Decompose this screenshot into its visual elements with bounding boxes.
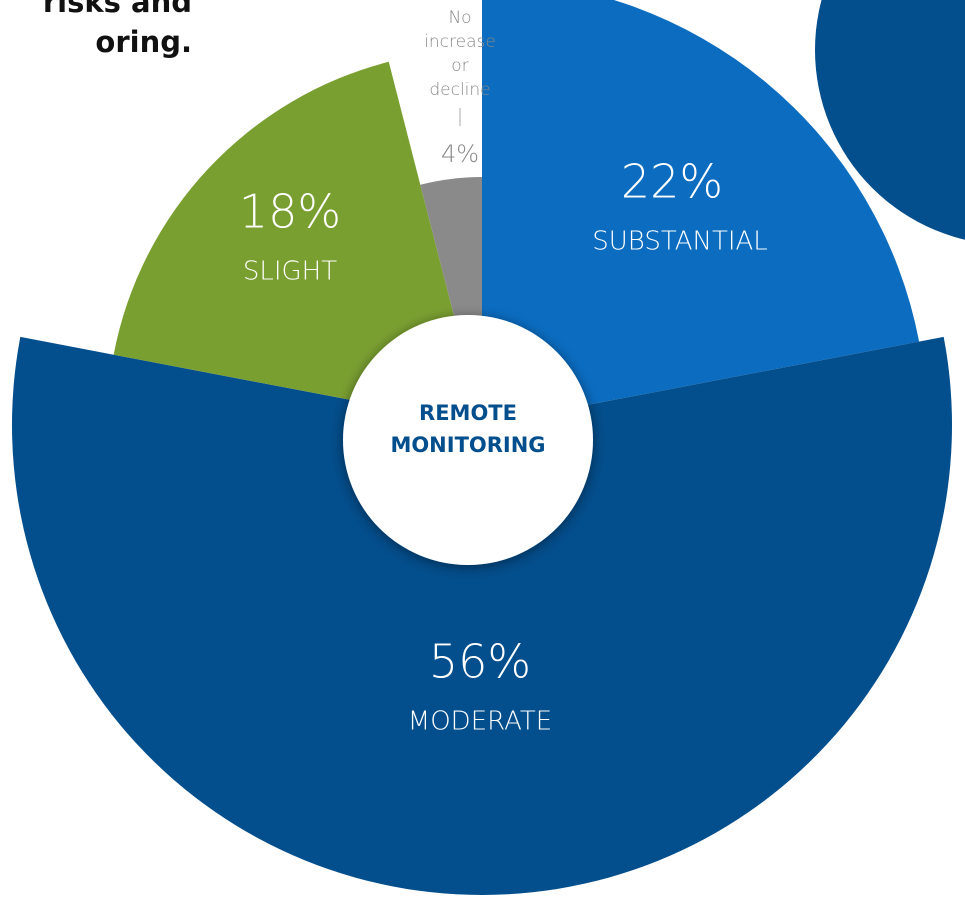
category-label: SLIGHT: [243, 257, 337, 287]
value-label: 4%: [441, 140, 479, 168]
center-circle: [343, 315, 593, 565]
pie: [11, 0, 952, 896]
value-label: 18%: [239, 185, 341, 239]
wedge: [482, 0, 920, 425]
wedge: [113, 61, 483, 426]
decor-circle: [815, 0, 965, 240]
value-label: 22%: [621, 155, 723, 209]
category-label: No increase or decline: [424, 8, 496, 100]
wedge: [11, 336, 952, 896]
labels: 22% SUBSTANTIAL 56% MODERATE 18% SLIGHT 4% No in…: [239, 8, 768, 737]
title-fragment: risks and: [43, 0, 192, 19]
value-label: 56%: [429, 635, 531, 689]
category-label: SUBSTANTIAL: [592, 227, 768, 257]
title-fragment: oring.: [95, 25, 192, 59]
category-label: MODERATE: [408, 707, 552, 737]
center-label: REMOTE: [419, 401, 517, 425]
center-label: MONITORING: [390, 433, 545, 457]
